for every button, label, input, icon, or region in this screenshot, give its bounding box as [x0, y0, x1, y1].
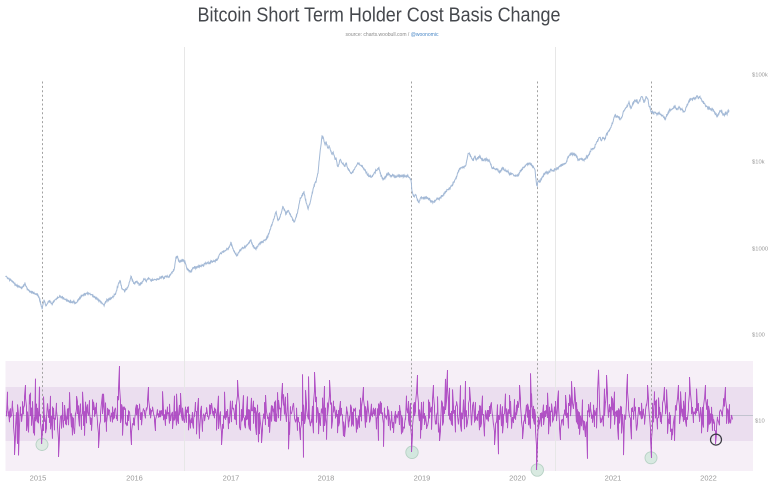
- svg-text:2018: 2018: [318, 474, 335, 483]
- svg-text:2020: 2020: [509, 474, 526, 483]
- svg-text:$10k: $10k: [752, 160, 765, 166]
- svg-text:2015: 2015: [30, 474, 47, 483]
- svg-text:source: charts.woobull.com / @: source: charts.woobull.com / @woonomic: [346, 32, 439, 38]
- svg-text:$100: $100: [752, 333, 765, 339]
- svg-text:$1000: $1000: [752, 247, 768, 253]
- svg-text:$10: $10: [755, 419, 765, 425]
- svg-text:Bitcoin Short Term Holder Cost: Bitcoin Short Term Holder Cost Basis Cha…: [198, 4, 561, 27]
- svg-text:2017: 2017: [223, 474, 240, 483]
- svg-text:2019: 2019: [414, 474, 431, 483]
- svg-text:2021: 2021: [605, 474, 622, 483]
- svg-text:$100k: $100k: [752, 73, 768, 79]
- svg-text:2022: 2022: [700, 474, 717, 483]
- svg-text:2016: 2016: [126, 474, 143, 483]
